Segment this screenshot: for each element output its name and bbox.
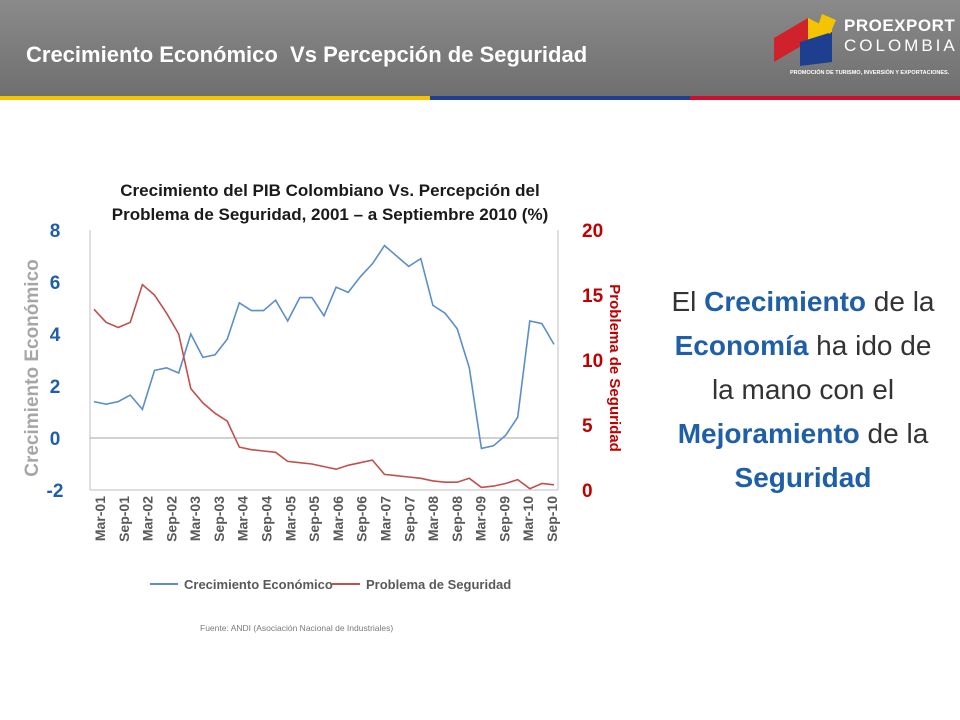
left-tick-label: 2 xyxy=(50,377,61,398)
x-tick-text: Mar-01 xyxy=(92,496,108,541)
x-tick-text: Sep-08 xyxy=(449,496,465,542)
series-line-crecimiento xyxy=(93,244,555,450)
left-tick-label: 0 xyxy=(50,429,61,450)
x-tick-label: Sep-09 xyxy=(496,496,512,542)
x-tick-label: Sep-04 xyxy=(259,496,275,542)
message-text: de la xyxy=(866,286,935,317)
x-tick-text: Mar-08 xyxy=(425,496,441,541)
x-tick-text: Mar-07 xyxy=(377,496,393,541)
left-tick-label: 8 xyxy=(50,221,61,242)
x-tick-label: Sep-05 xyxy=(306,496,322,542)
x-tick-label: Sep-07 xyxy=(401,496,417,542)
x-tick-text: Mar-02 xyxy=(140,496,156,541)
proexport-logo-icon xyxy=(774,14,836,66)
left-tick-label: 6 xyxy=(50,273,61,294)
message-text: de la xyxy=(859,418,929,449)
x-tick-label: Sep-10 xyxy=(544,496,560,542)
left-tick-label: -2 xyxy=(47,481,64,502)
x-tick-text: Sep-10 xyxy=(544,496,560,542)
key-message: El Crecimiento de la Economía ha ido de … xyxy=(668,280,938,500)
x-tick-text: Sep-03 xyxy=(211,496,227,542)
x-tick-label: Mar-05 xyxy=(282,496,298,541)
x-tick-text: Sep-01 xyxy=(116,496,132,542)
x-tick-label: Mar-04 xyxy=(235,496,251,541)
x-tick-text: Mar-04 xyxy=(235,496,251,541)
message-text: El xyxy=(671,286,705,317)
x-tick-text: Mar-06 xyxy=(330,496,346,541)
x-tick-label: Mar-02 xyxy=(140,496,156,541)
x-tick-label: Sep-06 xyxy=(354,496,370,542)
x-tick-label: Mar-07 xyxy=(377,496,393,541)
chart-title: Crecimiento del PIB Colombiano Vs. Perce… xyxy=(112,181,549,224)
x-axis-ticks: Mar-01 Sep-01 Mar-02 Sep-02 Mar-03 Sep-03 Mar-… xyxy=(92,496,560,542)
right-axis-ticks: 20 15 10 5 0 xyxy=(582,221,604,502)
x-tick-text: Mar-05 xyxy=(282,496,298,541)
x-tick-text: Mar-09 xyxy=(473,496,489,541)
source-note: Fuente: ANDI (Asociación Nacional de Ind… xyxy=(200,623,394,633)
x-tick-text: Mar-10 xyxy=(520,496,536,541)
x-tick-label: Mar-06 xyxy=(330,496,346,541)
right-tick-label: 0 xyxy=(582,481,593,502)
page-title: Crecimiento Económico Vs Percepción de S… xyxy=(26,42,588,67)
right-tick-label: 10 xyxy=(582,351,603,372)
right-axis-label: Problema de Seguridad xyxy=(606,284,623,452)
legend-label: Crecimiento Económico xyxy=(184,577,333,592)
chart-legend: Crecimiento Económico Problema de Segurid… xyxy=(150,577,511,592)
message-highlight: Economía xyxy=(674,330,809,361)
message-highlight: Seguridad xyxy=(734,462,872,493)
x-tick-text: Sep-09 xyxy=(496,496,512,542)
x-tick-text: Sep-06 xyxy=(354,496,370,542)
logo-tagline: PROMOCIÓN DE TURISMO, INVERSIÓN Y EXPORT… xyxy=(790,70,950,76)
x-tick-label: Mar-10 xyxy=(520,496,536,541)
x-tick-text: Sep-04 xyxy=(259,496,275,542)
x-tick-label: Sep-01 xyxy=(116,496,132,542)
x-tick-label: Mar-01 xyxy=(92,496,108,541)
x-tick-label: Mar-09 xyxy=(473,496,489,541)
left-axis-ticks: 8 6 4 2 0 -2 xyxy=(47,221,64,502)
x-tick-label: Mar-08 xyxy=(425,496,441,541)
right-tick-label: 20 xyxy=(582,221,603,242)
x-tick-label: Sep-08 xyxy=(449,496,465,542)
logo-name: PROEXPORT xyxy=(844,16,956,35)
header-bar: Crecimiento Económico Vs Percepción de S… xyxy=(0,0,960,96)
message-text: ha ido de la mano con el xyxy=(711,330,932,405)
x-tick-label: Mar-03 xyxy=(187,496,203,541)
left-tick-label: 4 xyxy=(50,325,61,346)
stripe-red xyxy=(690,96,960,100)
x-tick-text: Sep-07 xyxy=(401,496,417,542)
x-tick-label: Sep-02 xyxy=(163,496,179,542)
stripe-yellow xyxy=(0,96,430,100)
series-line-seguridad xyxy=(93,283,555,490)
message-highlight: Crecimiento xyxy=(704,286,866,317)
stripe-blue xyxy=(430,96,690,100)
x-tick-label: Sep-03 xyxy=(211,496,227,542)
proexport-logo: PROEXPORT COLOMBIA PROMOCIÓN DE TURISMO,… xyxy=(770,12,955,84)
x-tick-text: Mar-03 xyxy=(187,496,203,541)
message-highlight: Mejoramiento xyxy=(677,418,860,449)
dual-axis-line-chart: Crecimiento del PIB Colombiano Vs. Perce… xyxy=(22,181,623,592)
x-tick-text: Sep-02 xyxy=(163,496,179,542)
right-tick-label: 15 xyxy=(582,286,604,307)
legend-label: Problema de Seguridad xyxy=(366,577,511,592)
logo-subtitle: COLOMBIA xyxy=(844,36,958,55)
color-stripe xyxy=(0,96,960,100)
chart-title-line: Problema de Seguridad, 2001 – a Septiemb… xyxy=(112,205,549,224)
x-tick-text: Sep-05 xyxy=(306,496,322,542)
right-tick-label: 5 xyxy=(582,416,593,437)
left-axis-label: Crecimiento Económico xyxy=(22,259,43,477)
chart-title-line: Crecimiento del PIB Colombiano Vs. Perce… xyxy=(120,181,539,200)
